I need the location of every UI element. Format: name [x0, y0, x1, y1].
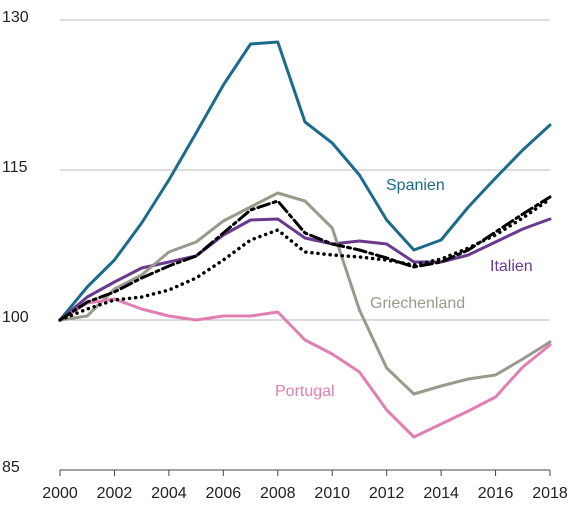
series-label: Spanien [386, 177, 445, 194]
x-tick-label: 2016 [478, 485, 514, 502]
series-label: Griechenland [370, 295, 465, 312]
x-tick-label: 2000 [42, 485, 78, 502]
x-tick-label: 2002 [97, 485, 133, 502]
x-tick-label: 2008 [260, 485, 296, 502]
x-tick-label: 2012 [369, 485, 405, 502]
x-tick-label: 2014 [423, 485, 459, 502]
series-label: Italien [490, 258, 533, 275]
x-tick-label: 2010 [314, 485, 350, 502]
series-line [58, 195, 552, 322]
y-tick-label: 115 [2, 159, 28, 176]
series-line [58, 40, 552, 322]
series-line [58, 197, 552, 322]
series-line [58, 191, 552, 396]
series-line [58, 217, 552, 322]
series-line [58, 297, 552, 439]
series-label: Portugal [275, 383, 335, 400]
y-tick-label: 100 [2, 309, 29, 326]
x-tick-label: 2006 [206, 485, 242, 502]
y-tick-label: 130 [2, 9, 29, 26]
x-tick-label: 2018 [532, 485, 568, 502]
y-tick-label: 85 [2, 459, 20, 476]
x-tick-label: 2004 [151, 485, 187, 502]
